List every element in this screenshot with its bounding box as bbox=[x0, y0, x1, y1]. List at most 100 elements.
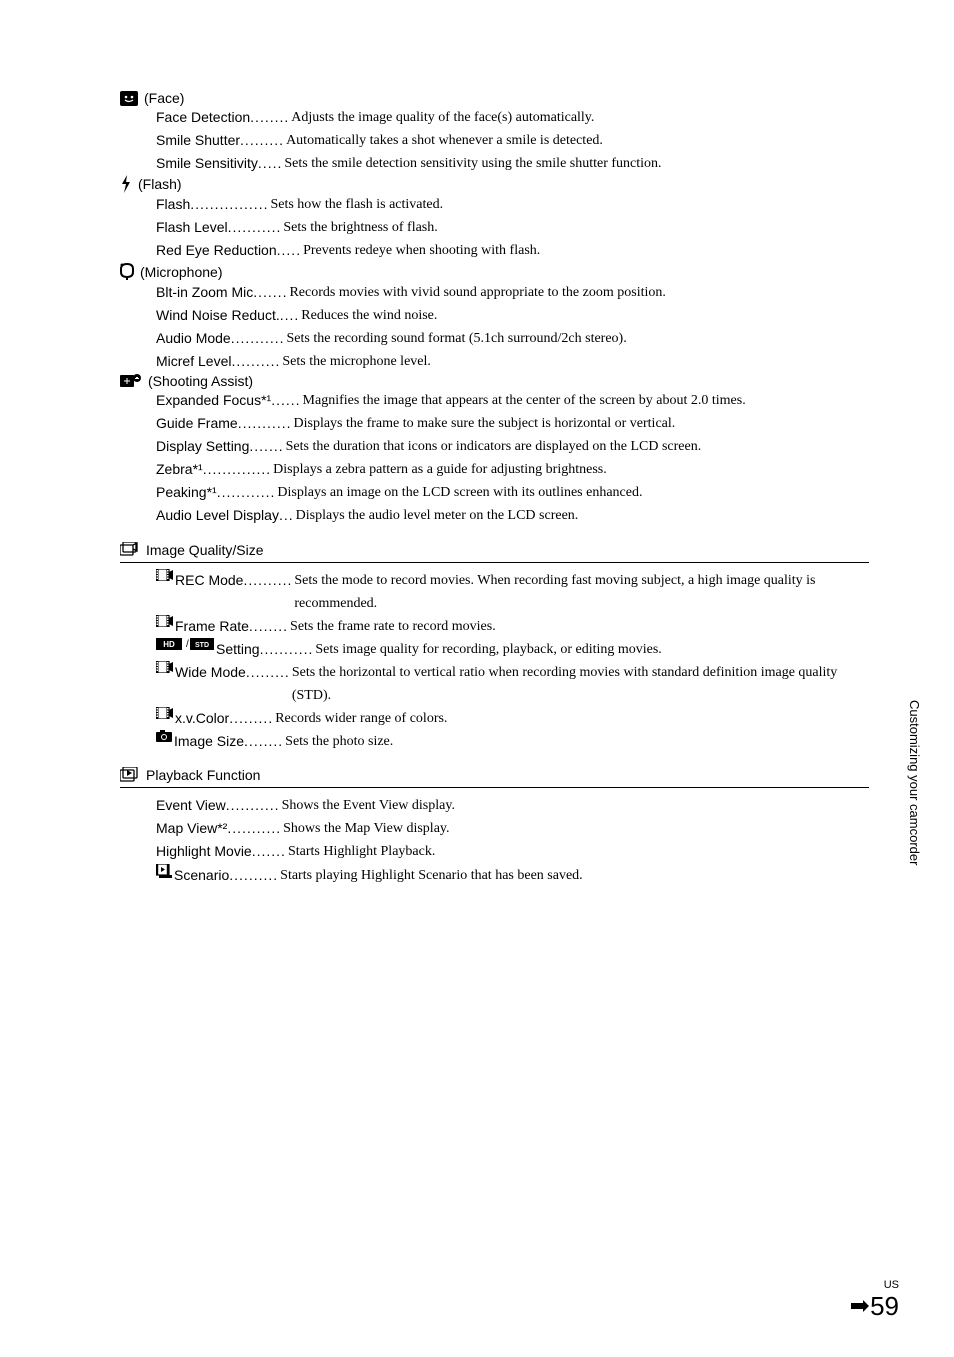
group-title: Playback Function bbox=[146, 767, 260, 783]
dots: ..... bbox=[258, 152, 282, 175]
item-label-text: Setting bbox=[216, 638, 260, 661]
item-label: Wide Mode bbox=[156, 661, 246, 707]
item-desc: Sets the duration that icons or indicato… bbox=[284, 435, 869, 458]
scenario-icon bbox=[156, 864, 172, 878]
item-desc: Starts Highlight Playback. bbox=[286, 840, 869, 863]
item-row: x.v.Color.........Records wider range of… bbox=[120, 707, 869, 730]
item-label-text: Frame Rate bbox=[175, 615, 249, 638]
item-desc: Sets the brightness of flash. bbox=[281, 216, 869, 239]
item-label: Smile Sensitivity bbox=[156, 152, 258, 175]
item-label: x.v.Color bbox=[156, 707, 229, 730]
item-label-text: Smile Shutter bbox=[156, 129, 240, 152]
item-label-text: Zebra*¹ bbox=[156, 458, 203, 481]
dots: .......... bbox=[243, 569, 292, 615]
movie-box-icon bbox=[156, 661, 173, 673]
dots: .......... bbox=[231, 350, 280, 373]
item-label: Image Size bbox=[156, 730, 244, 753]
item-label-text: Blt-in Zoom Mic bbox=[156, 281, 253, 304]
item-label-text: Audio Level Display bbox=[156, 504, 279, 527]
item-label-text: REC Mode bbox=[175, 569, 243, 592]
item-label-text: Highlight Movie bbox=[156, 840, 252, 863]
item-row: Smile Sensitivity.....Sets the smile det… bbox=[120, 152, 869, 175]
item-row: Wind Noise Reduct.....Reduces the wind n… bbox=[120, 304, 869, 327]
item-label-text: Audio Mode bbox=[156, 327, 231, 350]
item-label-text: Flash bbox=[156, 193, 190, 216]
footer: US 59 bbox=[870, 1279, 899, 1322]
item-label: HD / STD Setting bbox=[156, 638, 260, 661]
group-title: (Face) bbox=[144, 90, 184, 106]
item-label-text: Wide Mode bbox=[175, 661, 246, 684]
item-desc: Prevents redeye when shooting with flash… bbox=[301, 239, 869, 262]
flash-icon bbox=[120, 175, 132, 193]
group-header: Playback Function bbox=[120, 767, 869, 788]
svg-text:STD: STD bbox=[195, 642, 209, 649]
sidebar-label: Customizing your camcorder bbox=[907, 700, 922, 865]
dots: ....... bbox=[252, 840, 286, 863]
page: (Face)Face Detection........Adjusts the … bbox=[0, 0, 954, 1357]
item-row: Peaking*¹............Displays an image o… bbox=[120, 481, 869, 504]
item-row: Image Size........Sets the photo size. bbox=[120, 730, 869, 753]
item-label-text: Smile Sensitivity bbox=[156, 152, 258, 175]
item-label: Highlight Movie bbox=[156, 840, 252, 863]
item-desc: Reduces the wind noise. bbox=[299, 304, 869, 327]
mic-icon bbox=[120, 263, 134, 281]
item-row: Display Setting.......Sets the duration … bbox=[120, 435, 869, 458]
dots: ........ bbox=[249, 615, 288, 638]
item-row: Expanded Focus*¹......Magnifies the imag… bbox=[120, 389, 869, 412]
item-label-text: Map View*² bbox=[156, 817, 227, 840]
item-label: Map View*² bbox=[156, 817, 227, 840]
svg-text:HD: HD bbox=[163, 640, 175, 649]
dots: ....... bbox=[253, 281, 287, 304]
item-desc: Sets the horizontal to vertical ratio wh… bbox=[290, 661, 869, 707]
item-row: Audio Mode...........Sets the recording … bbox=[120, 327, 869, 350]
movie-box-icon bbox=[156, 707, 173, 719]
item-row: Blt-in Zoom Mic.......Records movies wit… bbox=[120, 281, 869, 304]
item-label-text: Display Setting bbox=[156, 435, 249, 458]
item-desc: Sets the frame rate to record movies. bbox=[288, 615, 869, 638]
dots: ......... bbox=[229, 707, 273, 730]
group-header: (Microphone) bbox=[120, 263, 869, 281]
item-label: Face Detection bbox=[156, 106, 250, 129]
item-label: Blt-in Zoom Mic bbox=[156, 281, 253, 304]
dots: ........... bbox=[228, 216, 282, 239]
group-title: (Flash) bbox=[138, 176, 182, 192]
playback-icon bbox=[120, 767, 140, 783]
item-desc: Sets the smile detection sensitivity usi… bbox=[282, 152, 869, 175]
content: (Face)Face Detection........Adjusts the … bbox=[120, 90, 869, 887]
item-row: Flash Level...........Sets the brightnes… bbox=[120, 216, 869, 239]
face-icon bbox=[120, 91, 138, 106]
item-desc: Records wider range of colors. bbox=[273, 707, 869, 730]
item-label-text: Peaking*¹ bbox=[156, 481, 217, 504]
dots: ..... bbox=[277, 239, 301, 262]
item-label: Scenario bbox=[156, 864, 229, 887]
group-header: (Flash) bbox=[120, 175, 869, 193]
item-desc: Sets the microphone level. bbox=[280, 350, 869, 373]
item-row: REC Mode..........Sets the mode to recor… bbox=[120, 569, 869, 615]
item-label-text: Scenario bbox=[174, 864, 229, 887]
item-row: Face Detection........Adjusts the image … bbox=[120, 106, 869, 129]
dots: ......... bbox=[246, 661, 290, 707]
item-row: Zebra*¹..............Displays a zebra pa… bbox=[120, 458, 869, 481]
group-title: (Shooting Assist) bbox=[148, 373, 253, 389]
svg-text:/: / bbox=[186, 639, 189, 650]
dots: .... bbox=[280, 304, 300, 327]
continue-arrow-icon bbox=[851, 1297, 869, 1315]
item-desc: Adjusts the image quality of the face(s)… bbox=[289, 106, 869, 129]
quality-icon bbox=[120, 542, 140, 558]
item-desc: Displays the audio level meter on the LC… bbox=[294, 504, 869, 527]
item-row: Red Eye Reduction.....Prevents redeye wh… bbox=[120, 239, 869, 262]
item-label-text: Red Eye Reduction bbox=[156, 239, 277, 262]
item-label: Micref Level bbox=[156, 350, 231, 373]
item-row: HD/STDSetting...........Sets image quali… bbox=[120, 638, 869, 661]
item-row: Event View...........Shows the Event Vie… bbox=[120, 794, 869, 817]
item-label: Audio Mode bbox=[156, 327, 231, 350]
dots: ... bbox=[279, 504, 294, 527]
item-label: Zebra*¹ bbox=[156, 458, 203, 481]
item-row: Frame Rate........Sets the frame rate to… bbox=[120, 615, 869, 638]
item-row: Scenario..........Starts playing Highlig… bbox=[120, 864, 869, 887]
item-row: Guide Frame...........Displays the frame… bbox=[120, 412, 869, 435]
item-label-text: Image Size bbox=[174, 730, 244, 753]
item-label-text: Wind Noise Reduct. bbox=[156, 304, 280, 327]
dots: .............. bbox=[203, 458, 271, 481]
item-desc: Displays a zebra pattern as a guide for … bbox=[271, 458, 869, 481]
